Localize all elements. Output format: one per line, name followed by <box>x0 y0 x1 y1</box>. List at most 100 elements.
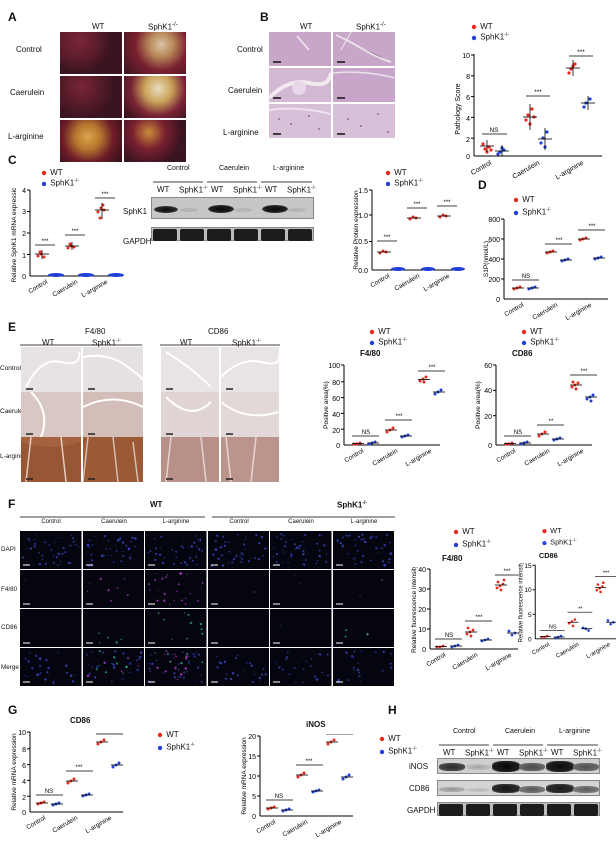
svg-text:***: *** <box>383 235 391 241</box>
svg-text:4: 4 <box>22 188 26 195</box>
svg-text:L-arginine: L-arginine <box>556 447 585 468</box>
svg-text:Control: Control <box>531 642 551 657</box>
svg-text:Control: Control <box>255 818 277 835</box>
svg-text:Caerulein: Caerulein <box>531 301 559 321</box>
svg-text:Relative fluorescence intensit: Relative fluorescence intensity <box>411 567 418 653</box>
svg-text:Relative mRNA expression: Relative mRNA expression <box>241 737 248 815</box>
svg-text:Caerulein: Caerulein <box>523 447 551 467</box>
svg-text:NS: NS <box>489 127 499 134</box>
svg-text:Control: Control <box>25 814 47 831</box>
svg-text:***: *** <box>588 224 596 230</box>
svg-text:***: *** <box>101 192 109 198</box>
svg-text:***: *** <box>428 365 436 371</box>
svg-text:Relative mRNA expression: Relative mRNA expression <box>11 733 18 811</box>
svg-text:0: 0 <box>22 274 26 281</box>
svg-text:400: 400 <box>488 257 500 264</box>
svg-text:***: *** <box>503 569 511 575</box>
svg-text:L-arginine: L-arginine <box>314 818 343 839</box>
svg-text:100: 100 <box>328 363 340 370</box>
svg-text:20: 20 <box>484 414 492 421</box>
svg-text:4: 4 <box>22 779 26 786</box>
svg-text:Caerulein: Caerulein <box>51 278 79 298</box>
svg-text:Caerulein: Caerulein <box>281 818 309 838</box>
svg-text:***: *** <box>580 369 588 375</box>
svg-text:Control: Control <box>343 447 365 464</box>
svg-text:***: *** <box>577 49 585 56</box>
svg-text:Control: Control <box>470 159 493 177</box>
svg-text:Caerulein: Caerulein <box>393 272 421 292</box>
svg-text:80: 80 <box>332 380 340 387</box>
svg-text:***: *** <box>475 615 483 621</box>
svg-text:L-arginine: L-arginine <box>586 641 613 660</box>
svg-text:10: 10 <box>524 587 532 594</box>
svg-text:Control: Control <box>503 301 525 318</box>
svg-text:***: *** <box>71 229 79 235</box>
svg-text:L-arginine: L-arginine <box>484 651 513 672</box>
svg-text:**: ** <box>578 606 583 612</box>
svg-text:S1P(nmol/L): S1P(nmol/L) <box>483 241 490 277</box>
svg-text:***: *** <box>413 202 421 208</box>
svg-text:6: 6 <box>466 95 470 102</box>
svg-text:NS: NS <box>362 430 370 436</box>
svg-text:15: 15 <box>248 754 256 761</box>
svg-text:Caerulein: Caerulein <box>51 814 79 834</box>
svg-text:L-arginine: L-arginine <box>80 278 109 299</box>
svg-text:10: 10 <box>18 730 26 737</box>
svg-text:0: 0 <box>422 647 426 654</box>
svg-text:***: *** <box>603 570 610 576</box>
svg-text:1: 1 <box>22 253 26 260</box>
svg-text:0: 0 <box>528 637 532 644</box>
svg-text:0: 0 <box>488 443 492 450</box>
svg-text:0: 0 <box>496 297 500 304</box>
svg-text:2: 2 <box>22 231 26 238</box>
svg-text:***: *** <box>443 200 451 206</box>
svg-text:***: *** <box>41 239 49 245</box>
svg-text:40: 40 <box>418 567 426 574</box>
svg-text:10: 10 <box>462 53 470 60</box>
svg-text:***: *** <box>305 759 313 765</box>
svg-text:***: *** <box>395 414 403 420</box>
svg-text:***: *** <box>75 765 83 771</box>
svg-text:L-arginine: L-arginine <box>564 301 593 322</box>
svg-text:Relative Protein expression: Relative Protein expression <box>353 190 360 270</box>
svg-text:2: 2 <box>22 795 26 802</box>
svg-text:60: 60 <box>484 363 492 370</box>
svg-text:4: 4 <box>466 116 470 123</box>
svg-text:L-arginine: L-arginine <box>404 447 433 468</box>
svg-text:Relative SphK1 mRNA expression: Relative SphK1 mRNA expression <box>11 188 18 282</box>
svg-text:30: 30 <box>418 587 426 594</box>
svg-text:Control: Control <box>425 651 447 668</box>
svg-text:2: 2 <box>466 137 470 144</box>
svg-text:Relative fluorescence intensit: Relative fluorescence intensity <box>518 563 524 642</box>
svg-text:3: 3 <box>22 209 26 216</box>
svg-text:20: 20 <box>332 428 340 435</box>
svg-text:NS: NS <box>275 794 283 800</box>
svg-text:L-arginine: L-arginine <box>84 814 113 835</box>
svg-text:20: 20 <box>418 607 426 614</box>
svg-text:NS: NS <box>45 789 53 795</box>
svg-text:NS: NS <box>445 633 453 639</box>
svg-text:Caerulein: Caerulein <box>371 447 399 467</box>
svg-text:60: 60 <box>332 396 340 403</box>
svg-text:Caerulein: Caerulein <box>451 651 479 671</box>
svg-text:800: 800 <box>488 217 500 224</box>
svg-text:Caerulein: Caerulein <box>512 160 542 181</box>
svg-text:Caerulein: Caerulein <box>555 642 580 660</box>
svg-text:600: 600 <box>488 237 500 244</box>
svg-text:15: 15 <box>524 563 532 570</box>
svg-text:8: 8 <box>466 74 470 81</box>
svg-text:5: 5 <box>528 612 532 619</box>
svg-text:20: 20 <box>248 734 256 741</box>
svg-text:NS: NS <box>549 625 557 631</box>
svg-text:Positive area(%): Positive area(%) <box>323 381 330 429</box>
svg-text:***: *** <box>105 730 113 734</box>
svg-text:L-arginine: L-arginine <box>555 160 586 182</box>
svg-text:10: 10 <box>418 627 426 634</box>
svg-text:Pathology Score: Pathology Score <box>455 83 462 134</box>
svg-text:40: 40 <box>332 412 340 419</box>
svg-text:Control: Control <box>495 447 517 464</box>
svg-text:Control: Control <box>27 278 49 295</box>
svg-text:200: 200 <box>488 277 500 284</box>
svg-text:Control: Control <box>369 272 391 289</box>
svg-text:NS: NS <box>514 430 522 436</box>
